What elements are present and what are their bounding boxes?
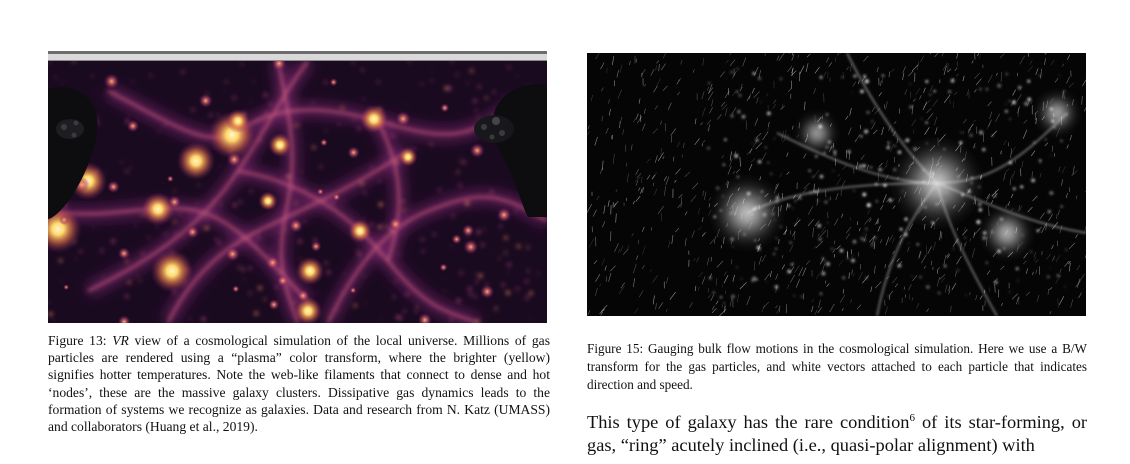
figure-13-label: Figure 13: <box>48 333 107 348</box>
figure-15-label: Figure 15: <box>587 341 644 356</box>
bw-vector-render <box>587 53 1086 316</box>
bw-filament-layer <box>707 53 1086 316</box>
hot-nodes-layer <box>48 61 518 323</box>
vr-app-toolbar <box>48 51 547 61</box>
figure-15-caption-text: Gauging bulk flow motions in the cosmolo… <box>587 341 1087 392</box>
footnote-marker[interactable]: 6 <box>909 411 915 424</box>
figure-15-caption: Figure 15: Gauging bulk flow motions in … <box>587 340 1087 393</box>
body-paragraph: This type of galaxy has the rare conditi… <box>587 411 1087 457</box>
body-text-end: of its star-forming, or gas, “ring” acut… <box>587 412 1088 455</box>
vr-controller-right-icon <box>474 84 547 217</box>
body-text-start: This type of galaxy has the rare conditi… <box>587 412 910 432</box>
figure-15-image <box>587 53 1086 316</box>
figure-13-caption: Figure 13: VR view of a cosmological sim… <box>48 332 550 435</box>
figure-13-image <box>48 51 547 323</box>
figure-13-caption-text: view of a cosmological simulation of the… <box>48 333 550 435</box>
vr-controller-left-icon <box>48 87 98 219</box>
figure-13-caption-em: VR <box>112 333 129 348</box>
plasma-simulation-render <box>48 61 547 323</box>
